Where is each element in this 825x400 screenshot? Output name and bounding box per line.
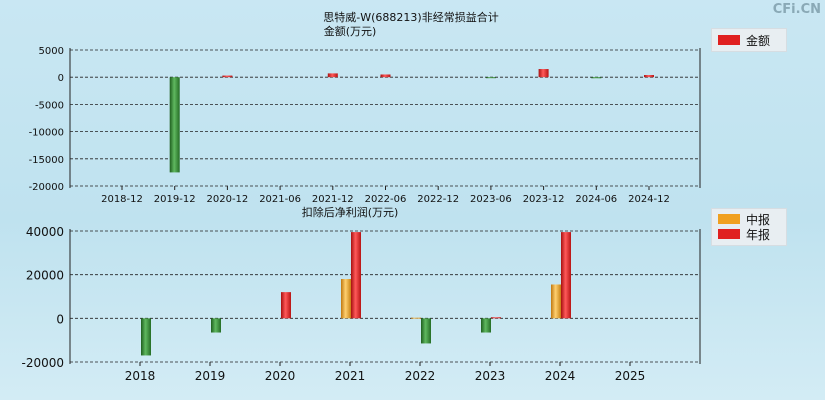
chart-2-x-tick-label: 2023 <box>475 369 506 383</box>
chart-1-x-tick-label: 2018-12 <box>101 194 143 205</box>
legend-label-annual: 年报 <box>746 227 771 242</box>
chart-1-bar <box>591 77 602 79</box>
chart-2-bar-annual <box>491 317 501 319</box>
chart-2-x-tick-label: 2018 <box>125 369 156 383</box>
legend-item-interim: 中报 <box>718 212 771 227</box>
chart-1-x-tick-label: 2023-12 <box>523 194 565 205</box>
chart-1-y-tick-label: 5000 <box>39 46 64 57</box>
chart-1-x-tick-label: 2019-12 <box>154 194 196 205</box>
chart-2-bar-annual <box>141 318 151 356</box>
chart-2-x-tick-label: 2024 <box>545 369 576 383</box>
chart-2-x-tick-label: 2025 <box>615 369 646 383</box>
chart-2-title: 扣除后净利润(万元) <box>302 205 399 219</box>
chart-1-x-tick-label: 2024-12 <box>628 194 670 205</box>
chart-2-bar-interim <box>411 317 421 319</box>
legend-swatch-annual <box>718 229 740 239</box>
chart-1-y-tick-label: 0 <box>58 73 64 84</box>
chart-1-y-tick-label: -5000 <box>35 100 64 111</box>
chart-1-x-tick-label: 2022-12 <box>417 194 459 205</box>
chart-2-x-tick-label: 2021 <box>335 369 366 383</box>
chart-2-bar-annual <box>281 292 291 319</box>
chart-2-y-tick-label: -20000 <box>21 356 64 370</box>
chart-1-bar <box>222 75 233 78</box>
chart-2-y-tick-label: 0 <box>56 312 64 326</box>
chart-1-y-tick-label: -15000 <box>29 155 64 166</box>
chart-2-bar-annual <box>351 232 361 319</box>
chart-1-x-tick-label: 2024-06 <box>575 194 617 205</box>
legend-swatch-interim <box>718 214 740 224</box>
chart-1-x-tick-label: 2023-06 <box>470 194 512 205</box>
chart-1-bar <box>644 75 654 78</box>
chart-2-x-tick-label: 2019 <box>195 369 226 383</box>
chart-2: 扣除后净利润(万元) 40000 20000 0 -20000 2018 2019 2020… <box>21 205 701 383</box>
watermark: CFi.CN <box>772 2 821 17</box>
legend-swatch-amount <box>718 35 740 45</box>
chart-1-x-tick-label: 2021-12 <box>312 194 354 205</box>
chart-2-legend: 中报 年报 <box>711 208 787 246</box>
chart-1-bar <box>485 77 496 79</box>
chart-2-x-tick-label: 2022 <box>405 369 436 383</box>
chart-1: 思特威-W(688213)非经常损益合计 金额(万元) 5000 0 -5000 -1… <box>29 10 701 205</box>
legend-label-interim: 中报 <box>746 212 771 227</box>
chart-1-legend: 金额 <box>711 28 787 52</box>
chart-2-bar-interim <box>341 279 351 319</box>
chart-2-bar-annual <box>211 318 221 333</box>
chart-1-title-line-2: 金额(万元) <box>324 24 377 38</box>
legend-item-annual: 年报 <box>718 227 771 242</box>
chart-2-bar-interim <box>481 318 491 333</box>
legend-label-amount: 金额 <box>746 33 771 48</box>
chart-1-x-tick-label: 2022-06 <box>365 194 407 205</box>
chart-1-y-tick-label: -20000 <box>29 182 64 193</box>
chart-2-bar-interim <box>551 284 561 319</box>
chart-1-x-tick-label: 2020-12 <box>207 194 249 205</box>
chart-1-bar <box>169 77 180 173</box>
chart-1-title-line-1: 思特威-W(688213)非经常损益合计 <box>323 10 498 24</box>
chart-1-bar <box>327 73 338 78</box>
chart-2-bar-annual <box>421 318 431 344</box>
chart-2-y-tick-label: 40000 <box>26 225 64 239</box>
chart-1-bar <box>538 69 549 78</box>
chart-1-x-tick-label: 2021-06 <box>259 194 301 205</box>
legend-item-amount: 金额 <box>718 33 771 48</box>
chart-2-y-tick-label: 20000 <box>26 269 64 283</box>
chart-1-y-tick-label: -10000 <box>29 128 64 139</box>
chart-2-bar-annual <box>561 232 571 319</box>
chart-2-x-tick-label: 2020 <box>265 369 296 383</box>
chart-1-bar <box>380 74 391 78</box>
